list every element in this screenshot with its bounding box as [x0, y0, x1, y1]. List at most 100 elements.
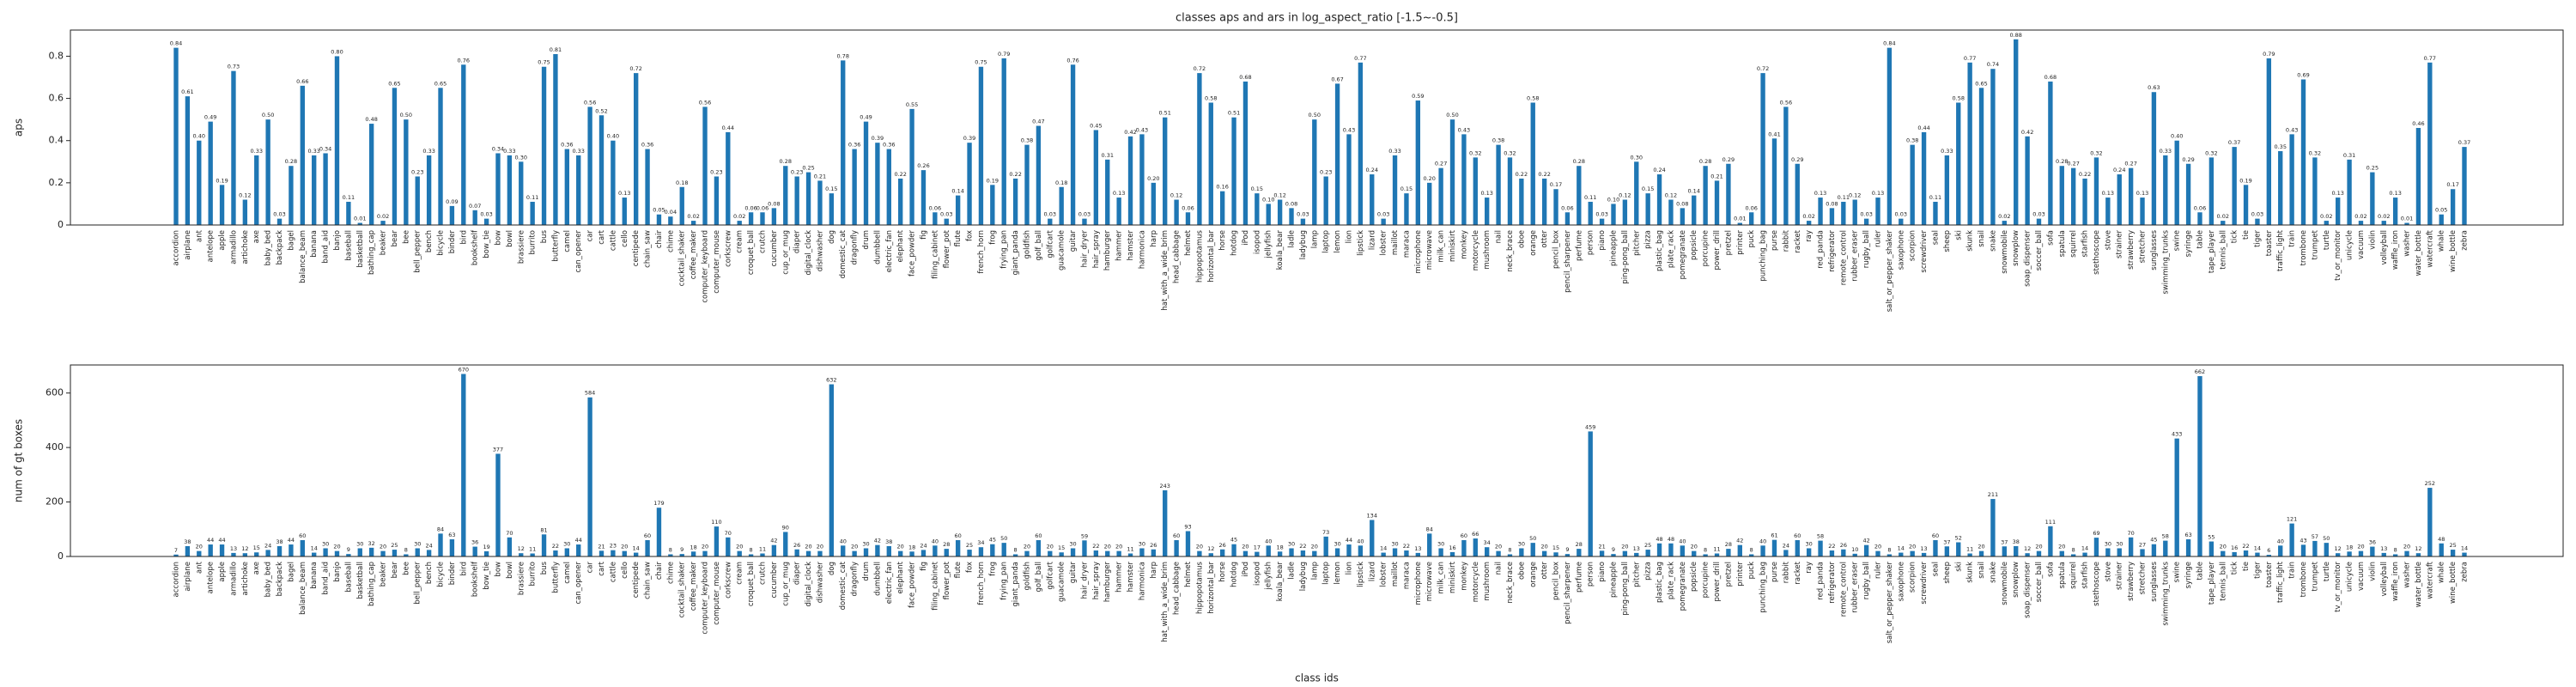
value-label: 30: [356, 540, 363, 547]
value-label: 0.23: [791, 168, 803, 175]
value-label: 28: [943, 541, 950, 548]
x-tick-label: ski: [1954, 562, 1963, 572]
bar: [726, 537, 731, 556]
x-tick-label: maraca: [1402, 562, 1411, 589]
bar: [1783, 106, 1789, 225]
value-label: 0.50: [262, 112, 274, 119]
x-tick-label: baby_bed: [264, 230, 273, 265]
bar: [2243, 185, 2249, 225]
value-label: 0.13: [1814, 190, 1826, 197]
x-tick-label: baby_bed: [264, 562, 273, 597]
x-tick-label: stretcher: [2139, 562, 2148, 595]
x-tick-label: zebra: [2461, 562, 2470, 582]
x-tick-label: soap_dispenser: [2024, 230, 2032, 287]
x-tick-label: cup_or_mug: [781, 562, 790, 606]
bar: [967, 550, 972, 556]
value-label: 0.40: [193, 133, 205, 140]
x-tick-label: artichoke: [241, 562, 250, 596]
x-tick-label: hammer: [1115, 562, 1124, 593]
value-label: 0.06: [1561, 204, 1573, 211]
x-tick-label: mushroom: [1483, 230, 1492, 269]
value-label: 30: [2105, 540, 2111, 547]
x-tick-label: whale: [2438, 562, 2446, 583]
x-tick-label: soccer_ball: [2035, 562, 2044, 602]
x-tick-label: maillot: [1391, 229, 1400, 255]
bar: [1127, 553, 1133, 556]
x-tick-label: dragonfly: [851, 230, 860, 264]
x-tick-label: maraca: [1402, 230, 1411, 258]
value-label: 73: [1322, 529, 1329, 536]
value-label: 8: [2394, 546, 2397, 553]
bar: [1795, 163, 1800, 225]
bar: [1541, 178, 1547, 225]
x-tick-label: drum: [862, 562, 871, 581]
value-label: 584: [585, 390, 595, 397]
value-label: 0.14: [951, 188, 963, 195]
x-tick-label: cattle: [609, 562, 617, 582]
value-label: 7: [174, 547, 178, 554]
x-tick-label: remote_control: [1839, 230, 1848, 285]
x-tick-label: pineapple: [1609, 230, 1618, 266]
value-label: 0.28: [285, 158, 297, 165]
value-label: 84: [1426, 526, 1433, 532]
bar: [1944, 546, 1950, 556]
bar: [1116, 550, 1121, 556]
x-tick-label: burrito: [529, 562, 538, 587]
x-tick-label: trumpet: [2311, 229, 2319, 259]
bar: [1910, 550, 1915, 556]
bar: [472, 210, 477, 225]
value-label: 0.06: [1182, 204, 1194, 211]
x-tick-label: snail: [1978, 562, 1986, 579]
value-label: 211: [1988, 491, 1998, 498]
x-tick-label: unicycle: [2346, 562, 2354, 592]
x-tick-label: rugby_ball: [1862, 562, 1871, 599]
value-label: 20: [1874, 544, 1881, 550]
x-tick-label: hammer: [1115, 230, 1124, 261]
bar: [2336, 198, 2341, 225]
value-label: 70: [2127, 530, 2134, 537]
x-tick-label: lobster: [1380, 562, 1388, 587]
x-tick-label: syringe: [2184, 230, 2193, 257]
value-label: 0.13: [2331, 190, 2343, 197]
x-tick-label: apple: [218, 562, 227, 582]
x-tick-label: cello: [621, 230, 629, 247]
value-label: 0.76: [1066, 57, 1078, 64]
value-label: 0.75: [975, 59, 987, 66]
value-label: 8: [1704, 546, 1707, 553]
x-tick-label: bell_pepper: [414, 562, 422, 605]
bar: [173, 47, 179, 225]
bar: [760, 212, 765, 225]
x-tick-label: ant: [195, 561, 204, 574]
bar: [1255, 551, 1260, 556]
value-label: 252: [2425, 480, 2435, 487]
value-label: 8: [1750, 546, 1753, 553]
y-tick-label: 0.4: [49, 135, 64, 146]
bar: [242, 199, 248, 225]
value-label: 0.44: [1917, 125, 1929, 131]
bar: [1151, 182, 1156, 225]
bar: [1358, 545, 1364, 556]
value-label: 0.12: [1619, 192, 1631, 199]
value-label: 28: [1725, 541, 1732, 548]
value-label: 13: [1920, 545, 1927, 552]
value-label: 40: [1357, 538, 1364, 544]
bar: [1680, 208, 1686, 225]
x-tick-label: fig: [920, 230, 928, 240]
value-label: 26: [1150, 542, 1157, 549]
x-tick-label: golfcart: [1046, 561, 1054, 589]
bar: [576, 155, 581, 225]
bar: [2266, 58, 2272, 225]
chart-title: classes aps and ars in log_aspect_ratio …: [1176, 12, 1458, 25]
value-label: 50: [1529, 535, 1536, 542]
x-tick-label: accordion: [173, 230, 181, 265]
x-tick-label: accordion: [173, 562, 181, 597]
x-tick-label: tie: [2242, 562, 2251, 571]
value-label: 22: [1299, 543, 1306, 550]
y-tick-label: 0: [58, 550, 64, 562]
x-tick-label: axe: [252, 562, 261, 575]
value-label: 25: [1644, 542, 1651, 549]
x-tick-label: porcupine: [1702, 230, 1710, 266]
bar: [2278, 151, 2283, 225]
value-label: 179: [653, 500, 664, 507]
